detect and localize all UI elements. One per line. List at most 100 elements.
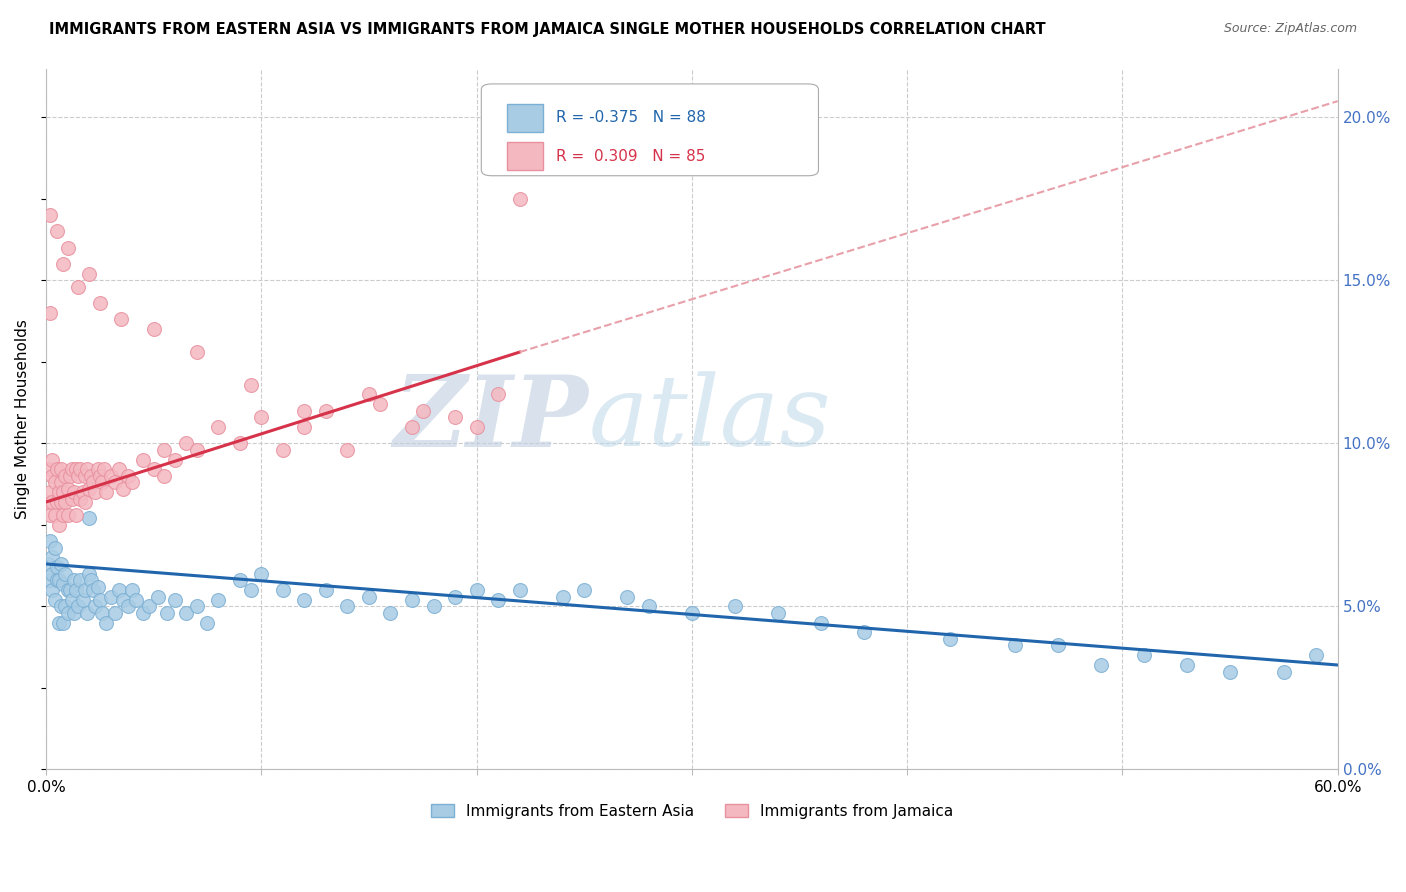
Point bbox=[810, 615, 832, 630]
Point bbox=[315, 403, 337, 417]
Point bbox=[229, 436, 252, 450]
Point bbox=[77, 482, 100, 496]
Point bbox=[39, 508, 62, 522]
Point bbox=[45, 225, 67, 239]
Point bbox=[37, 557, 59, 571]
Point bbox=[82, 582, 104, 597]
Point bbox=[100, 590, 122, 604]
Point bbox=[39, 574, 62, 588]
Point bbox=[41, 495, 63, 509]
Point bbox=[82, 475, 104, 490]
Point bbox=[60, 462, 83, 476]
Point bbox=[153, 442, 176, 457]
Point bbox=[186, 599, 208, 614]
Point bbox=[69, 462, 91, 476]
Point bbox=[186, 442, 208, 457]
Point bbox=[84, 485, 107, 500]
Point bbox=[76, 462, 98, 476]
Point bbox=[422, 599, 444, 614]
Point bbox=[165, 452, 187, 467]
Text: ZIP: ZIP bbox=[394, 371, 589, 467]
Point bbox=[60, 592, 83, 607]
Point bbox=[53, 469, 76, 483]
Point bbox=[76, 606, 98, 620]
Point bbox=[368, 397, 391, 411]
Point bbox=[681, 606, 703, 620]
Point bbox=[444, 590, 467, 604]
Point bbox=[91, 606, 114, 620]
Point bbox=[52, 485, 75, 500]
Point bbox=[69, 491, 91, 506]
Point bbox=[551, 590, 574, 604]
Point bbox=[45, 560, 67, 574]
Point bbox=[56, 606, 79, 620]
Point bbox=[401, 592, 423, 607]
Point bbox=[41, 566, 63, 581]
Point bbox=[142, 322, 165, 336]
Y-axis label: Single Mother Households: Single Mother Households bbox=[15, 319, 30, 519]
Point bbox=[45, 574, 67, 588]
Point bbox=[637, 599, 659, 614]
Point bbox=[48, 485, 70, 500]
Point bbox=[72, 485, 94, 500]
Point bbox=[165, 592, 187, 607]
Point bbox=[56, 482, 79, 496]
Point bbox=[39, 534, 62, 549]
Point bbox=[401, 420, 423, 434]
Point bbox=[412, 403, 434, 417]
Point bbox=[59, 582, 82, 597]
Point bbox=[44, 541, 66, 555]
Point bbox=[53, 495, 76, 509]
Point bbox=[52, 257, 75, 271]
Point bbox=[292, 403, 315, 417]
Point bbox=[56, 582, 79, 597]
Point bbox=[44, 592, 66, 607]
Text: R =  0.309   N = 85: R = 0.309 N = 85 bbox=[557, 149, 706, 163]
Point bbox=[49, 495, 72, 509]
Point bbox=[104, 475, 127, 490]
Point bbox=[357, 387, 380, 401]
Point bbox=[197, 615, 219, 630]
Point bbox=[39, 485, 62, 500]
Point bbox=[77, 267, 100, 281]
Point bbox=[207, 420, 229, 434]
Point bbox=[174, 606, 197, 620]
Text: atlas: atlas bbox=[589, 371, 831, 467]
FancyBboxPatch shape bbox=[508, 103, 543, 132]
Point bbox=[56, 241, 79, 255]
Point bbox=[45, 462, 67, 476]
Point bbox=[96, 615, 118, 630]
Point bbox=[44, 508, 66, 522]
Point bbox=[1090, 658, 1112, 673]
Point bbox=[67, 280, 90, 294]
Point bbox=[229, 574, 252, 588]
Point bbox=[41, 469, 63, 483]
Point bbox=[239, 582, 262, 597]
Point bbox=[1046, 639, 1069, 653]
Point bbox=[465, 582, 488, 597]
Point bbox=[315, 582, 337, 597]
Point bbox=[48, 574, 70, 588]
Point bbox=[292, 420, 315, 434]
Point bbox=[37, 495, 59, 509]
Point bbox=[146, 590, 169, 604]
Point bbox=[44, 475, 66, 490]
Point bbox=[121, 475, 143, 490]
Point bbox=[444, 410, 467, 425]
Point bbox=[138, 599, 160, 614]
Point bbox=[108, 582, 131, 597]
Point bbox=[67, 469, 90, 483]
Point bbox=[89, 592, 111, 607]
Point bbox=[37, 462, 59, 476]
Point bbox=[69, 574, 91, 588]
Point bbox=[104, 606, 127, 620]
Point bbox=[292, 592, 315, 607]
Point bbox=[336, 599, 359, 614]
Point bbox=[80, 574, 103, 588]
Text: Source: ZipAtlas.com: Source: ZipAtlas.com bbox=[1223, 22, 1357, 36]
Point bbox=[1272, 665, 1295, 679]
Point bbox=[84, 599, 107, 614]
Point bbox=[1175, 658, 1198, 673]
Point bbox=[53, 566, 76, 581]
Point bbox=[207, 592, 229, 607]
